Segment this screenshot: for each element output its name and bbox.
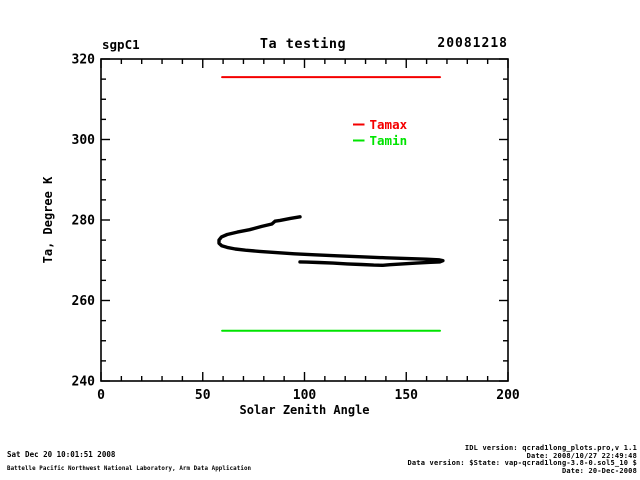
idl-date-line: Date: 2008/10/27 22:49:48 [526, 451, 637, 460]
y-tick-label: 240 [72, 375, 96, 390]
y-tick-label: 300 [72, 133, 96, 148]
idl-version-line: IDL version: qcrad1long_plots.pro,v 1.1 [464, 444, 637, 452]
y-axis-title: Ta, Degree K [41, 176, 55, 263]
x-tick-label: 150 [395, 388, 419, 403]
site-label: sgpC1 [102, 37, 140, 52]
legend-tamax-label: Tamax [370, 117, 408, 132]
data-date-line: Date: 20-Dec-2008 [561, 466, 637, 475]
attribution-text: Battelle Pacific Northwest National Labo… [7, 466, 252, 472]
date-label: 20081218 [437, 36, 508, 51]
y-tick-label: 320 [72, 53, 96, 68]
series-ta-line [217, 215, 445, 267]
plot-title: Ta testing [259, 36, 347, 52]
y-tick-label: 280 [72, 214, 96, 229]
version-info-block: IDL version: qcrad1long_plots.pro,v 1.1 … [407, 444, 637, 475]
plot-frame [100, 58, 509, 382]
data-version-line: Data version: $State: vap-qcrad1long-3.8… [407, 459, 637, 468]
x-tick-label: 0 [97, 388, 105, 403]
x-axis-title: Solar Zenith Angle [239, 403, 369, 417]
x-tick-label: 100 [293, 388, 317, 403]
x-tick-label: 50 [195, 388, 211, 403]
plot-timestamp: Sat Dec 20 10:01:51 2008 [7, 450, 116, 459]
x-tick-label: 200 [496, 388, 520, 403]
legend-tamin-label: Tamin [370, 133, 408, 148]
y-tick-label: 260 [72, 294, 96, 309]
